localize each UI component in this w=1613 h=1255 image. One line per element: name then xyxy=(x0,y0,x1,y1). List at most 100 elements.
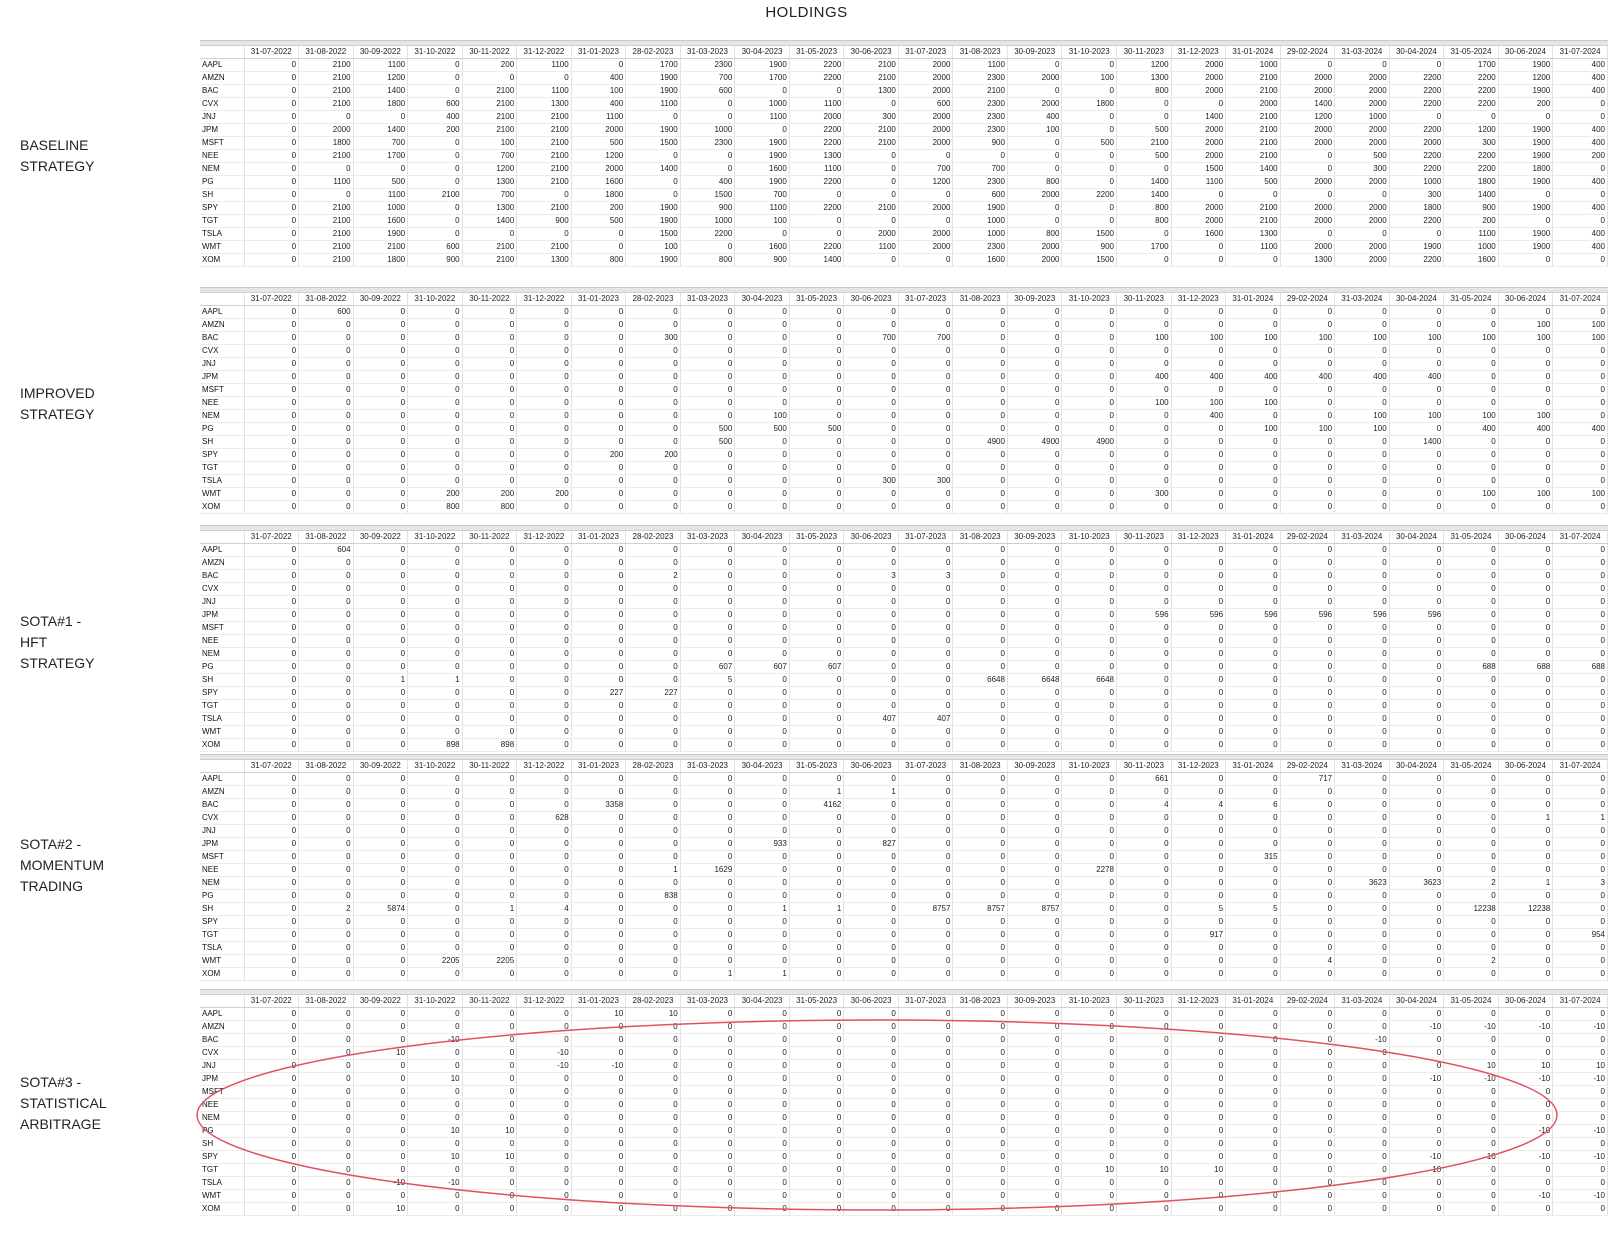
holding-cell[interactable]: 1 xyxy=(407,673,463,687)
holding-cell[interactable]: 0 xyxy=(734,357,790,371)
holding-cell[interactable]: 0 xyxy=(1171,595,1227,609)
holding-cell[interactable]: 0 xyxy=(1498,1163,1554,1177)
holding-cell[interactable]: 0 xyxy=(244,1202,300,1216)
holding-cell[interactable]: 0 xyxy=(1334,487,1390,501)
holding-cell[interactable]: 0 xyxy=(1443,1189,1499,1203)
holding-cell[interactable]: 0 xyxy=(298,569,354,583)
holding-cell[interactable]: 0 xyxy=(244,188,300,202)
holding-cell[interactable]: -10 xyxy=(1443,1150,1499,1164)
holding-cell[interactable]: 1900 xyxy=(1498,240,1554,254)
holding-cell[interactable]: 0 xyxy=(1007,634,1063,648)
holding-cell[interactable]: 0 xyxy=(1116,902,1172,916)
holding-cell[interactable]: 0 xyxy=(407,699,463,713)
holding-cell[interactable]: 0 xyxy=(1061,1033,1117,1047)
holding-cell[interactable]: 400 xyxy=(1389,370,1445,384)
date-header[interactable]: 31-05-2024 xyxy=(1443,995,1499,1008)
holding-cell[interactable]: 0 xyxy=(625,1085,681,1099)
date-header[interactable]: 28-02-2023 xyxy=(625,293,681,306)
holding-cell[interactable]: 0 xyxy=(1171,253,1227,267)
holding-cell[interactable]: 0 xyxy=(516,824,572,838)
holding-cell[interactable]: 0 xyxy=(789,863,845,877)
holding-cell[interactable]: 0 xyxy=(1007,1072,1063,1086)
holding-cell[interactable]: 0 xyxy=(516,435,572,449)
holding-cell[interactable]: 800 xyxy=(407,500,463,514)
holding-cell[interactable]: 0 xyxy=(462,1020,518,1034)
holding-cell[interactable]: 0 xyxy=(843,175,899,189)
holding-cell[interactable]: 2000 xyxy=(1334,240,1390,254)
holding-cell[interactable]: 2000 xyxy=(1280,201,1336,215)
holding-cell[interactable]: 2 xyxy=(625,569,681,583)
holding-cell[interactable]: 0 xyxy=(734,1085,790,1099)
holding-cell[interactable]: 0 xyxy=(353,1007,409,1021)
holding-cell[interactable]: 0 xyxy=(1171,383,1227,397)
holding-cell[interactable]: 0 xyxy=(353,772,409,786)
holding-cell[interactable]: 0 xyxy=(680,798,736,812)
holding-cell[interactable]: 300 xyxy=(1443,136,1499,150)
date-header[interactable]: 30-04-2024 xyxy=(1389,46,1445,59)
holding-cell[interactable]: -10 xyxy=(1389,1150,1445,1164)
holding-cell[interactable]: 0 xyxy=(1443,110,1499,124)
holding-cell[interactable]: 0 xyxy=(1116,785,1172,799)
holding-cell[interactable]: -10 xyxy=(1552,1072,1608,1086)
date-header[interactable]: 31-05-2024 xyxy=(1443,46,1499,59)
holding-cell[interactable]: 0 xyxy=(1389,543,1445,557)
holding-cell[interactable]: 2100 xyxy=(298,84,354,98)
holding-cell[interactable]: 0 xyxy=(353,608,409,622)
ticker-cell[interactable]: AMZN xyxy=(200,785,245,799)
holding-cell[interactable]: 0 xyxy=(353,487,409,501)
holding-cell[interactable]: 1100 xyxy=(789,162,845,176)
holding-cell[interactable]: 1200 xyxy=(1498,71,1554,85)
holding-cell[interactable]: 0 xyxy=(952,738,1008,752)
ticker-cell[interactable]: PG xyxy=(200,422,245,436)
holding-cell[interactable]: 10 xyxy=(1116,1163,1172,1177)
holding-cell[interactable]: 2300 xyxy=(680,58,736,72)
holding-cell[interactable]: 0 xyxy=(952,954,1008,968)
holding-cell[interactable]: 1 xyxy=(734,902,790,916)
holding-cell[interactable]: 1 xyxy=(680,967,736,981)
holding-cell[interactable]: 0 xyxy=(1171,318,1227,332)
holding-cell[interactable]: 0 xyxy=(843,409,899,423)
holding-cell[interactable]: 0 xyxy=(298,318,354,332)
ticker-cell[interactable]: XOM xyxy=(200,738,245,752)
holding-cell[interactable]: 0 xyxy=(952,967,1008,981)
holding-cell[interactable]: 0 xyxy=(244,435,300,449)
holding-cell[interactable]: 0 xyxy=(680,686,736,700)
holding-cell[interactable]: 2000 xyxy=(1171,149,1227,163)
holding-cell[interactable]: 0 xyxy=(680,448,736,462)
holding-cell[interactable]: 0 xyxy=(462,772,518,786)
holding-cell[interactable]: 0 xyxy=(244,569,300,583)
holding-cell[interactable]: 0 xyxy=(1280,305,1336,319)
holding-cell[interactable]: 0 xyxy=(1061,595,1117,609)
holding-cell[interactable]: 0 xyxy=(1443,569,1499,583)
holding-cell[interactable]: 0 xyxy=(244,543,300,557)
holding-cell[interactable]: 0 xyxy=(298,915,354,929)
holding-cell[interactable]: 2000 xyxy=(1007,97,1063,111)
holding-cell[interactable]: 2100 xyxy=(462,240,518,254)
holding-cell[interactable]: 0 xyxy=(1280,902,1336,916)
holding-cell[interactable]: 0 xyxy=(1389,647,1445,661)
holding-cell[interactable]: 0 xyxy=(1498,1007,1554,1021)
holding-cell[interactable]: 0 xyxy=(1498,889,1554,903)
date-header[interactable]: 31-10-2022 xyxy=(407,760,463,773)
holding-cell[interactable]: 2300 xyxy=(952,110,1008,124)
holding-cell[interactable]: 0 xyxy=(1389,1033,1445,1047)
holding-cell[interactable]: 0 xyxy=(244,811,300,825)
holding-cell[interactable]: 0 xyxy=(1389,448,1445,462)
holding-cell[interactable]: 0 xyxy=(571,435,627,449)
holding-cell[interactable]: 0 xyxy=(298,1176,354,1190)
holding-cell[interactable]: 0 xyxy=(1334,850,1390,864)
holding-cell[interactable]: 0 xyxy=(407,556,463,570)
holding-cell[interactable]: 0 xyxy=(516,1111,572,1125)
holding-cell[interactable]: 1700 xyxy=(353,149,409,163)
holding-cell[interactable]: 0 xyxy=(1007,370,1063,384)
holding-cell[interactable]: 0 xyxy=(1552,110,1608,124)
holding-cell[interactable]: 0 xyxy=(571,1202,627,1216)
holding-cell[interactable]: 0 xyxy=(516,1150,572,1164)
holding-cell[interactable]: 0 xyxy=(1225,1124,1281,1138)
holding-cell[interactable]: 2205 xyxy=(462,954,518,968)
holding-cell[interactable]: 2200 xyxy=(1443,97,1499,111)
holding-cell[interactable]: 0 xyxy=(1498,1176,1554,1190)
holding-cell[interactable]: 0 xyxy=(571,1020,627,1034)
holding-cell[interactable]: 800 xyxy=(680,253,736,267)
holding-cell[interactable]: 0 xyxy=(843,1007,899,1021)
